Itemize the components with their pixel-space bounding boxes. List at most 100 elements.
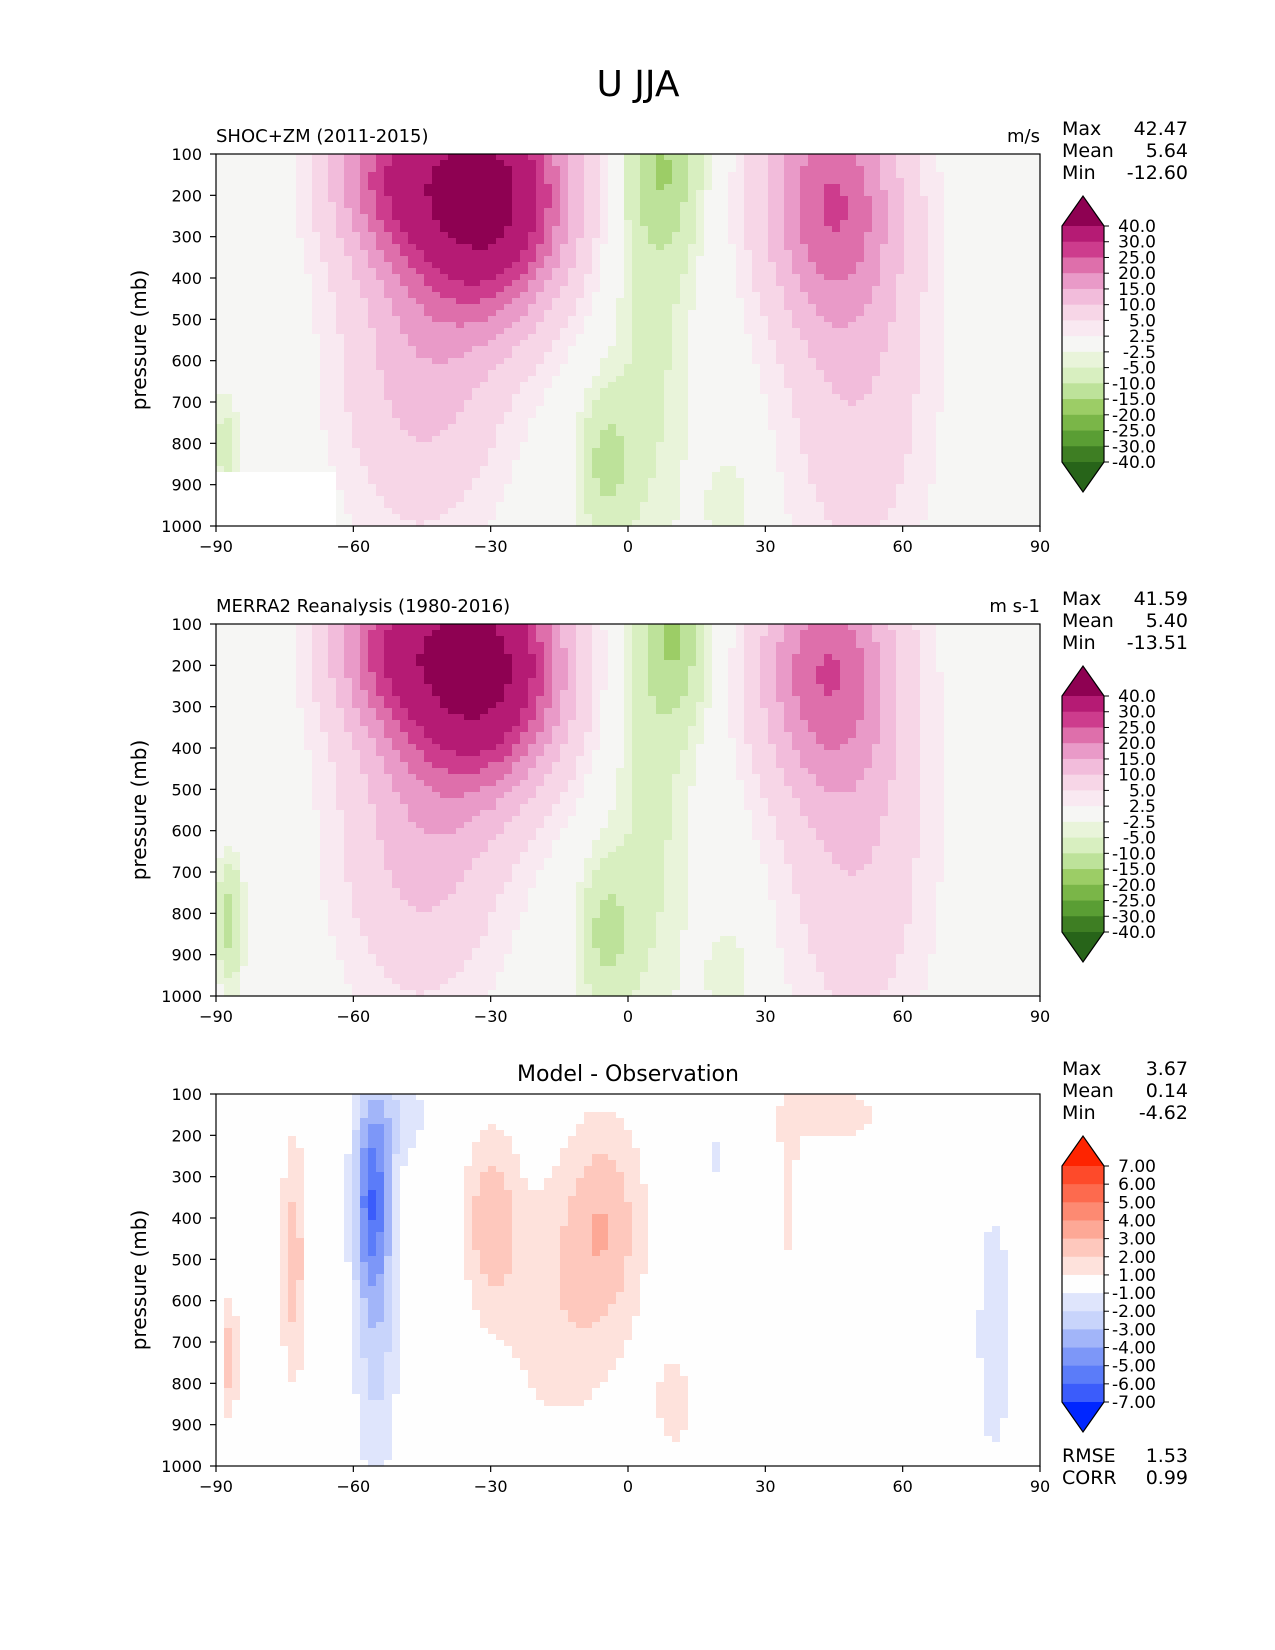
contour-cell: [504, 304, 513, 311]
contour-cell: [312, 400, 321, 407]
contour-cell: [608, 244, 617, 251]
contour-cell: [216, 388, 225, 395]
contour-cell: [600, 346, 609, 353]
contour-cell: [928, 178, 937, 185]
contour-cell: [640, 280, 649, 287]
contour-cell: [1032, 178, 1041, 185]
contour-cell: [1000, 340, 1009, 347]
contour-cell: [456, 202, 465, 209]
contour-cell: [976, 256, 985, 263]
contour-cell: [544, 160, 553, 167]
contour-cell: [472, 280, 481, 287]
contour-cell: [728, 280, 737, 287]
contour-cell: [632, 298, 641, 305]
contour-cell: [376, 202, 385, 209]
contour-cell: [968, 280, 977, 287]
contour-cell: [816, 340, 825, 347]
contour-cell: [408, 262, 417, 269]
contour-cell: [600, 358, 609, 365]
contour-cell: [520, 418, 529, 425]
contour-cell: [944, 412, 953, 419]
contour-cell: [800, 166, 809, 173]
contour-cell: [784, 310, 793, 317]
contour-cell: [584, 442, 593, 449]
contour-cell: [424, 322, 433, 329]
contour-cell: [400, 262, 409, 269]
contour-cell: [472, 232, 481, 239]
contour-cell: [392, 202, 401, 209]
contour-cell: [224, 250, 233, 257]
contour-cell: [384, 208, 393, 215]
contour-cell: [408, 220, 417, 227]
contour-cell: [568, 304, 577, 311]
contour-cell: [712, 334, 721, 341]
contour-cell: [616, 412, 625, 419]
contour-cell: [408, 412, 417, 419]
contour-cell: [240, 244, 249, 251]
contour-cell: [992, 412, 1001, 419]
contour-cell: [240, 310, 249, 317]
contour-cell: [936, 160, 945, 167]
contour-cell: [552, 316, 561, 323]
contour-cell: [216, 394, 225, 401]
contour-cell: [224, 208, 233, 215]
contour-cell: [832, 226, 841, 233]
contour-cell: [368, 184, 377, 191]
panel-model-units: m/s: [1007, 126, 1040, 147]
contour-cell: [832, 382, 841, 389]
contour-cell: [256, 400, 265, 407]
contour-cell: [656, 334, 665, 341]
contour-cell: [632, 328, 641, 335]
contour-cell: [728, 316, 737, 323]
contour-cell: [296, 316, 305, 323]
contour-cell: [232, 154, 241, 161]
contour-cell: [1032, 376, 1041, 383]
contour-cell: [960, 424, 969, 431]
contour-cell: [384, 310, 393, 317]
contour-cell: [384, 154, 393, 161]
contour-cell: [800, 424, 809, 431]
contour-cell: [392, 298, 401, 305]
contour-cell: [944, 406, 953, 413]
contour-cell: [864, 274, 873, 281]
contour-cell: [872, 184, 881, 191]
contour-cell: [944, 256, 953, 263]
contour-cell: [880, 190, 889, 197]
contour-cell: [280, 214, 289, 221]
contour-cell: [480, 352, 489, 359]
contour-cell: [904, 286, 913, 293]
contour-cell: [760, 220, 769, 227]
contour-cell: [624, 154, 633, 161]
contour-cell: [992, 196, 1001, 203]
contour-cell: [1000, 280, 1009, 287]
contour-cell: [720, 232, 729, 239]
contour-cell: [776, 208, 785, 215]
contour-cell: [240, 382, 249, 389]
contour-cell: [872, 388, 881, 395]
contour-cell: [456, 184, 465, 191]
contour-cell: [528, 280, 537, 287]
contour-cell: [408, 268, 417, 275]
contour-cell: [944, 298, 953, 305]
contour-cell: [448, 334, 457, 341]
contour-cell: [1032, 238, 1041, 245]
contour-cell: [312, 274, 321, 281]
contour-cell: [1008, 358, 1017, 365]
contour-cell: [536, 178, 545, 185]
contour-cell: [568, 178, 577, 185]
contour-cell: [848, 298, 857, 305]
contour-cell: [848, 334, 857, 341]
contour-cell: [808, 274, 817, 281]
contour-cell: [1008, 388, 1017, 395]
contour-cell: [656, 202, 665, 209]
contour-cell: [752, 178, 761, 185]
contour-cell: [1016, 382, 1025, 389]
contour-cell: [440, 196, 449, 203]
contour-cell: [272, 280, 281, 287]
contour-cell: [936, 406, 945, 413]
contour-cell: [336, 388, 345, 395]
contour-cell: [376, 382, 385, 389]
contour-cell: [608, 334, 617, 341]
contour-cell: [992, 160, 1001, 167]
contour-cell: [280, 310, 289, 317]
